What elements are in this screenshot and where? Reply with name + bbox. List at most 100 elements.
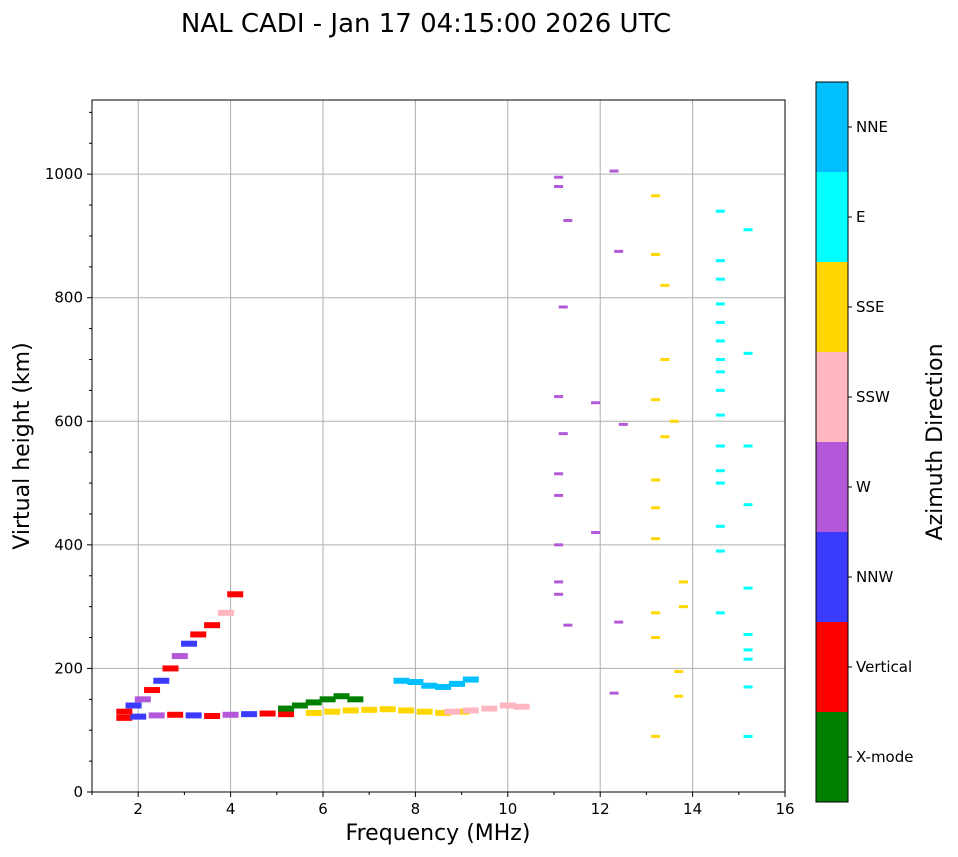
data-point	[715, 413, 725, 417]
data-point	[591, 531, 601, 534]
colorbar-segment	[816, 442, 848, 532]
data-point	[743, 228, 753, 232]
data-point	[618, 422, 628, 426]
data-point	[715, 469, 725, 473]
data-point	[435, 683, 452, 690]
y-tick-label: 800	[54, 289, 83, 307]
data-point	[462, 707, 479, 714]
data-point	[660, 358, 670, 361]
data-point	[558, 432, 568, 436]
x-tick-label: 12	[591, 800, 610, 818]
y-axis-label: Virtual height (km)	[10, 342, 35, 549]
data-point	[278, 705, 295, 712]
data-point	[347, 696, 364, 703]
data-point	[513, 703, 530, 710]
data-point	[715, 339, 725, 343]
data-point	[291, 702, 308, 709]
y-axis: 0 200 400 600 800 1000	[45, 111, 92, 801]
data-point	[715, 388, 725, 392]
grid-lines	[92, 100, 786, 793]
colorbar-category-label: E	[856, 208, 865, 226]
data-point	[678, 605, 688, 609]
data-point	[674, 694, 684, 698]
colorbar-category-label: W	[856, 478, 871, 496]
data-point	[116, 714, 133, 721]
data-point	[398, 707, 415, 714]
data-point	[614, 620, 624, 624]
data-point	[554, 175, 564, 179]
data-point	[259, 710, 276, 717]
data-point	[651, 734, 661, 738]
colorbar-category-label: SSW	[856, 388, 890, 406]
colorbar-category-label: NNW	[856, 568, 893, 586]
x-tick-label: 4	[226, 800, 236, 818]
x-tick-label: 6	[318, 800, 328, 818]
chart-title: NAL CADI - Jan 17 04:15:00 2026 UTC	[181, 9, 671, 39]
y-tick-label: 1000	[45, 165, 83, 183]
data-point	[130, 713, 147, 720]
data-point	[678, 580, 688, 584]
data-point	[743, 648, 753, 652]
data-point	[499, 702, 516, 709]
data-point	[554, 592, 564, 596]
data-point	[558, 305, 568, 309]
data-point	[715, 481, 725, 485]
x-tick-label: 16	[775, 800, 794, 818]
data-point	[715, 524, 725, 528]
data-point	[651, 398, 661, 402]
data-point	[435, 709, 452, 716]
data-point	[651, 194, 661, 198]
data-point	[342, 707, 359, 714]
data-point	[743, 685, 753, 689]
colorbar-category-label: X-mode	[856, 748, 913, 766]
data-point	[651, 506, 661, 510]
data-point	[416, 708, 433, 715]
data-point	[448, 680, 465, 687]
data-point	[444, 708, 461, 715]
data-point	[674, 670, 684, 674]
x-axis: 2 4 6 8 10 12 14 16	[91, 792, 795, 818]
data-point	[609, 691, 619, 695]
data-point	[481, 705, 498, 712]
data-point	[609, 169, 619, 173]
data-point	[651, 252, 661, 256]
data-point	[554, 395, 564, 399]
data-point	[167, 711, 184, 718]
data-point	[614, 249, 624, 253]
data-point	[743, 503, 753, 507]
data-point	[554, 493, 564, 497]
y-tick-label: 600	[54, 412, 83, 430]
data-point	[554, 472, 564, 476]
data-point	[743, 632, 753, 636]
data-point	[162, 665, 179, 672]
colorbar: X-mode Vertical NNW W SSW SSE E NNE	[815, 81, 913, 803]
data-point	[715, 611, 725, 615]
data-point	[715, 302, 725, 306]
colorbar-segment	[816, 262, 848, 352]
data-point	[715, 259, 725, 263]
data-point	[554, 543, 564, 547]
data-point	[379, 706, 396, 713]
data-point	[171, 653, 188, 660]
y-tick-label: 200	[54, 659, 83, 677]
data-point	[715, 277, 725, 281]
colorbar-category-label: NNE	[856, 118, 888, 136]
data-point	[715, 358, 725, 361]
data-point	[125, 702, 142, 709]
data-point	[743, 351, 753, 355]
data-point	[190, 631, 207, 638]
data-point	[554, 185, 564, 188]
colorbar-segment	[816, 712, 848, 802]
data-point	[305, 709, 322, 716]
data-point	[222, 711, 239, 718]
data-point	[743, 734, 753, 738]
data-point	[669, 419, 679, 423]
data-point	[421, 682, 438, 689]
x-tick-label: 2	[133, 800, 143, 818]
x-tick-label: 8	[411, 800, 421, 818]
colorbar-category-label: SSE	[856, 298, 885, 316]
data-point	[715, 209, 725, 213]
y-tick-label: 0	[73, 783, 83, 801]
colorbar-segment	[816, 172, 848, 262]
